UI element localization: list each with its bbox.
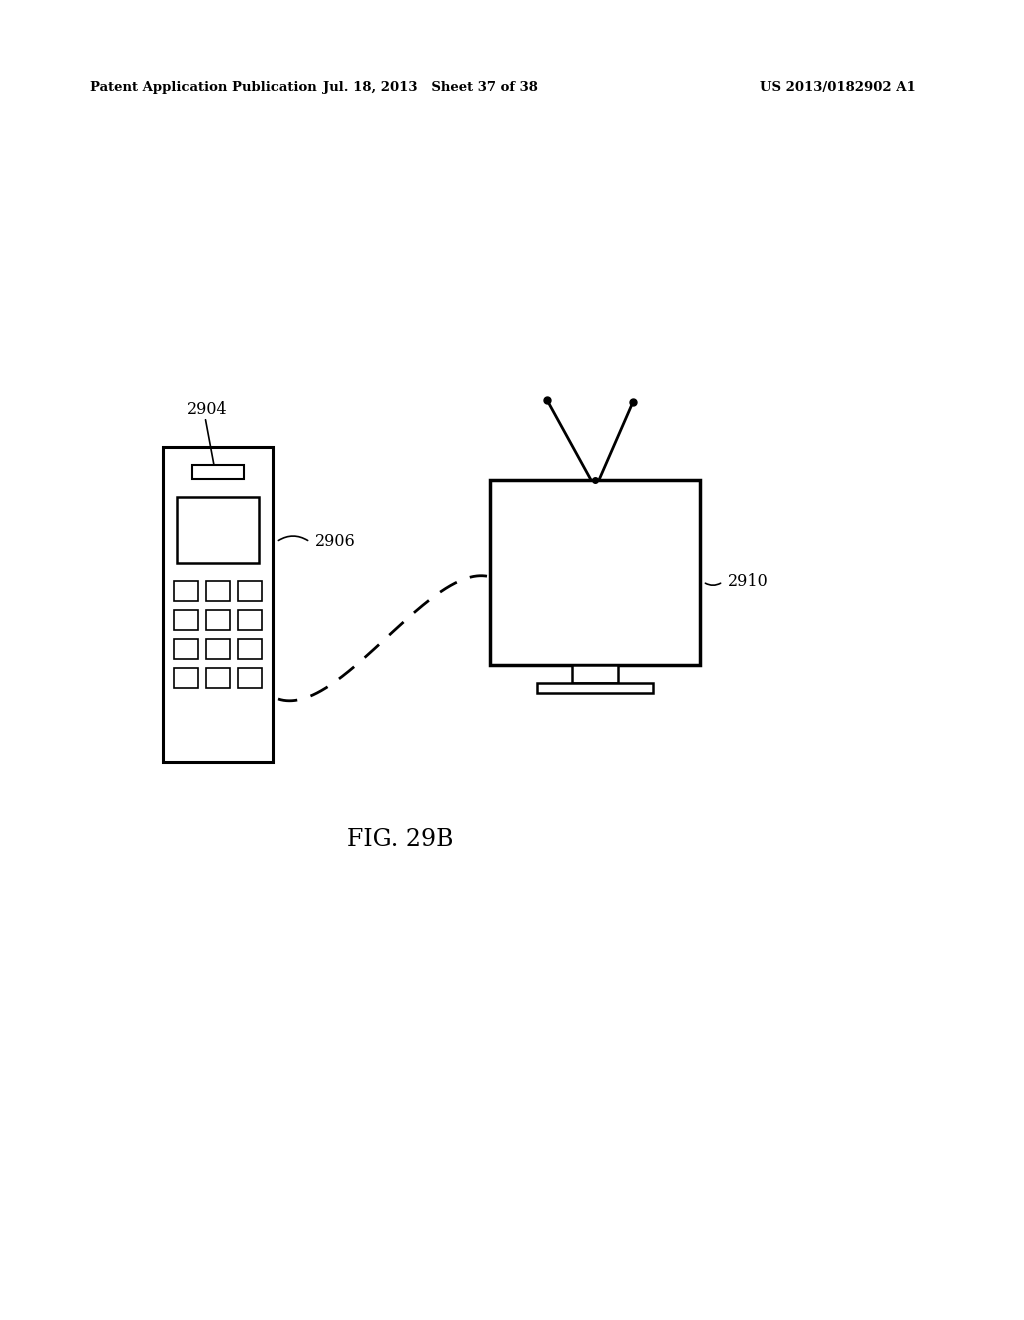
Bar <box>174 639 198 659</box>
Text: Patent Application Publication: Patent Application Publication <box>90 82 316 95</box>
Bar <box>206 668 230 688</box>
Text: Jul. 18, 2013   Sheet 37 of 38: Jul. 18, 2013 Sheet 37 of 38 <box>323 82 538 95</box>
Text: US 2013/0182902 A1: US 2013/0182902 A1 <box>760 82 915 95</box>
Bar <box>174 668 198 688</box>
Bar <box>206 581 230 601</box>
Bar <box>571 665 618 682</box>
Text: 2910: 2910 <box>728 573 769 590</box>
Bar <box>163 447 273 762</box>
Bar <box>238 610 262 630</box>
Bar <box>538 682 652 693</box>
Bar <box>177 498 259 564</box>
Bar <box>174 581 198 601</box>
Bar <box>238 668 262 688</box>
Bar <box>238 581 262 601</box>
Bar <box>206 610 230 630</box>
Bar <box>191 465 245 479</box>
Bar <box>174 610 198 630</box>
Text: FIG. 29B: FIG. 29B <box>347 829 454 851</box>
Bar <box>490 480 700 665</box>
Text: 2904: 2904 <box>186 400 227 417</box>
Text: 2906: 2906 <box>315 533 355 550</box>
Bar <box>238 639 262 659</box>
Bar <box>206 639 230 659</box>
